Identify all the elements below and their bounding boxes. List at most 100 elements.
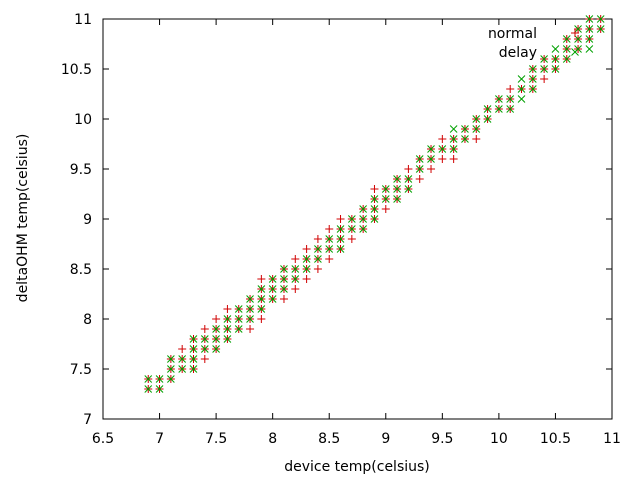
delay-point [325, 235, 334, 243]
delay-point [528, 85, 537, 93]
legend: normal delay [488, 26, 579, 61]
delay-point [359, 205, 368, 213]
normal-point [438, 155, 447, 163]
x-tick-label: 8 [268, 431, 277, 447]
delay-point [393, 185, 401, 193]
delay-point [404, 185, 413, 193]
delay-point [585, 25, 594, 33]
delay-point [449, 125, 458, 133]
delay-point [483, 115, 492, 123]
normal-point [336, 215, 345, 223]
delay-point [393, 195, 401, 203]
delay-point [574, 25, 582, 33]
delay-point [302, 255, 311, 263]
delay-point [257, 285, 266, 293]
delay-point [359, 225, 368, 233]
delay-point [506, 105, 515, 113]
normal-point [246, 325, 255, 333]
delay-point [415, 165, 424, 173]
normal-point [540, 75, 549, 83]
delay-point [359, 215, 368, 223]
normal-point [404, 165, 413, 173]
normal-point [291, 285, 300, 293]
delay-point [461, 125, 469, 133]
normal-point [427, 165, 436, 173]
delay-point [144, 375, 153, 383]
y-tick-label: 11 [74, 12, 92, 28]
delay-point [585, 15, 594, 23]
delay-point [528, 65, 537, 73]
normal-point [415, 175, 424, 183]
delay-point [257, 295, 266, 303]
delay-point [268, 295, 277, 303]
delay-point [427, 145, 435, 153]
x-tick-label: 6.5 [92, 431, 114, 447]
delay-point [200, 335, 209, 343]
normal-point [472, 135, 481, 143]
x-tick-label: 10 [490, 431, 508, 447]
delay-point [280, 275, 288, 283]
delay-point [178, 365, 187, 373]
delay-point [562, 45, 571, 53]
delay-point [314, 255, 322, 263]
delay-point [347, 225, 356, 233]
legend-marker-delay [571, 48, 579, 56]
delay-point [223, 335, 232, 343]
normal-point [370, 185, 379, 193]
delay-point [223, 325, 232, 333]
normal-point [200, 355, 209, 363]
delay-point [528, 75, 537, 83]
delay-point [596, 25, 605, 33]
delay-point [336, 245, 345, 253]
y-tick-label: 10 [74, 112, 92, 128]
normal-point [302, 245, 311, 253]
delay-point [246, 305, 254, 313]
delay-point [246, 295, 254, 303]
x-tick-label: 11 [603, 431, 621, 447]
normal-point [178, 345, 187, 353]
y-tick-label: 9 [83, 212, 92, 228]
normal-point [381, 205, 390, 213]
delay-point [404, 175, 413, 183]
delay-point [381, 195, 390, 203]
delay-point [268, 275, 277, 283]
normal-point [325, 255, 334, 263]
delay-point [427, 155, 435, 163]
delay-point [155, 375, 164, 383]
delay-point [562, 35, 571, 43]
delay-point [325, 245, 334, 253]
delay-point [280, 285, 288, 293]
normal-point [279, 295, 288, 303]
delay-point [155, 385, 164, 393]
normal-point [200, 325, 209, 333]
x-axis-ticks: 6.5 7 7.5 8 8.5 9 9.5 10 10.5 11 [92, 19, 621, 447]
delay-point [189, 335, 198, 343]
delay-point [200, 345, 209, 353]
delay-point [449, 145, 458, 153]
delay-point [495, 95, 503, 103]
x-tick-label: 10.5 [540, 431, 571, 447]
delay-point [167, 375, 175, 383]
normal-point [506, 85, 515, 93]
delay-point [393, 175, 401, 183]
delay-point [291, 275, 300, 283]
delay-point [596, 15, 605, 23]
y-tick-label: 10.5 [61, 62, 92, 78]
delay-point [370, 195, 379, 203]
y-axis-ticks: 7 7.5 8 8.5 9 9.5 10 10.5 11 [61, 12, 612, 428]
delay-point [302, 265, 311, 273]
delay-point [449, 135, 458, 143]
y-tick-label: 7.5 [70, 362, 92, 378]
normal-point [212, 315, 221, 323]
delay-point [336, 225, 345, 233]
y-tick-label: 7 [83, 412, 92, 428]
normal-point [291, 255, 300, 263]
delay-point [257, 305, 266, 313]
legend-label-delay: delay [499, 45, 537, 61]
delay-point [167, 365, 175, 373]
delay-point [223, 315, 232, 323]
legend-marker-normal [571, 29, 579, 37]
x-tick-label: 9.5 [431, 431, 453, 447]
delay-point [234, 325, 243, 333]
delay-point [517, 85, 526, 93]
